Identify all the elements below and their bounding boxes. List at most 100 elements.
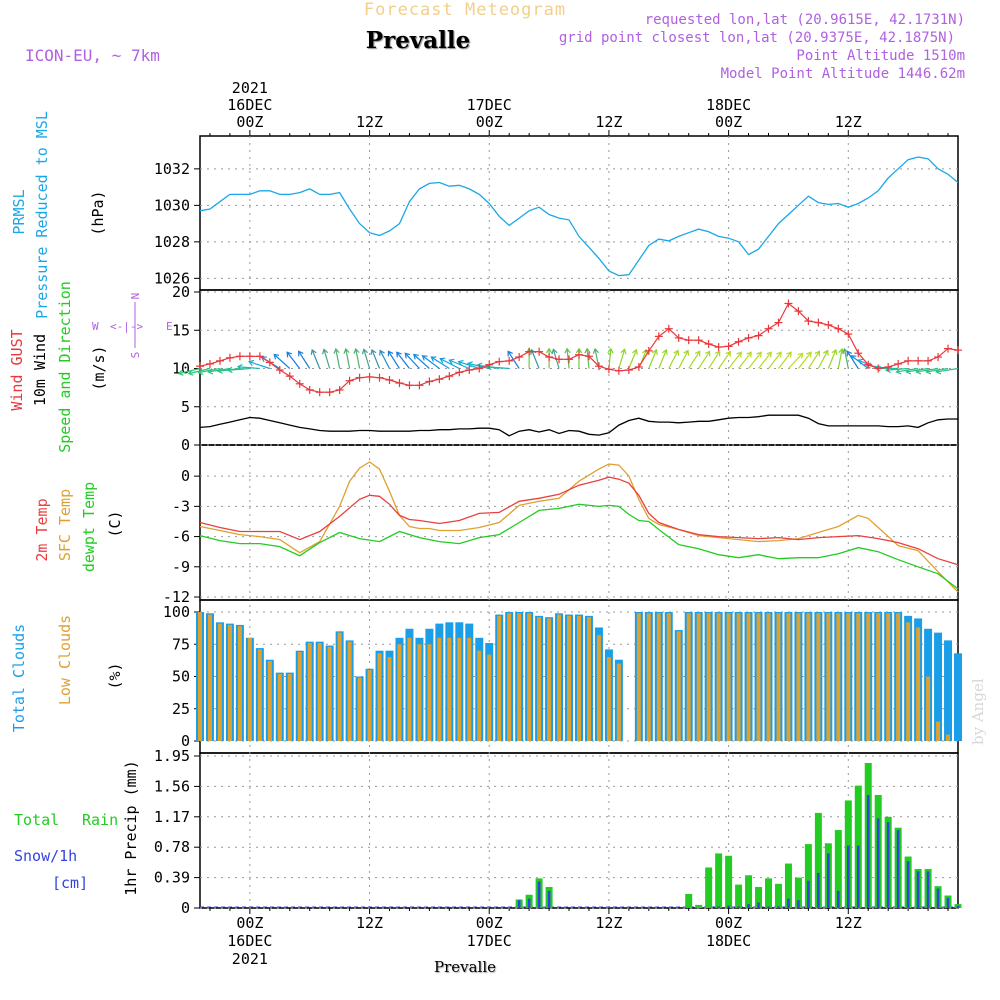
y-tick-label: 0 [181, 732, 190, 750]
wind-arrow [507, 351, 520, 369]
wind-10m-label: 10m Wind [31, 334, 49, 406]
wind-arrow [648, 349, 657, 369]
low-cloud-bar [666, 613, 671, 741]
snow-bar [906, 861, 910, 908]
wind-arrow-head [396, 351, 402, 358]
wind-arrow-head [575, 347, 583, 354]
wind-arrow [718, 351, 731, 369]
wind-arrow-head [673, 349, 680, 356]
pressure-unit: (hPa) [89, 190, 107, 235]
pressure-label-long: Pressure Reduced to MSL [33, 111, 51, 319]
top-time-label: 00Z [715, 113, 742, 131]
low-cloud-bar [636, 613, 641, 741]
low-cloud-bar [806, 613, 811, 741]
bottom-time-label: 17DEC [467, 932, 512, 950]
rain-bar [685, 893, 693, 908]
wind-arrow-head [935, 368, 942, 375]
wind-arrow-head [430, 356, 437, 362]
bottom-time-label: 00Z [236, 914, 263, 932]
low-cloud-bar [926, 676, 931, 741]
panel-frame-1 [199, 135, 959, 291]
wind-arrow [178, 367, 201, 375]
snow-bar [777, 906, 780, 908]
rain-bar [745, 875, 753, 908]
y-tick-label: 75 [172, 635, 190, 653]
low-cloud-bar [936, 721, 941, 741]
wind-arrow-head [413, 353, 419, 360]
low-cloud-bar [696, 613, 701, 741]
wind-arrow-head [814, 350, 820, 357]
wind-arrow-head [607, 347, 614, 354]
top-time-label: 16DEC [227, 96, 272, 114]
wind-arrow [286, 351, 301, 369]
grid-coords: grid point closest lon,lat (20.9375E, 42… [559, 30, 955, 46]
rain-bar [755, 886, 763, 908]
y-tick-label: -12 [163, 588, 190, 606]
rain-bar [804, 844, 812, 908]
total-clouds-label: Total Clouds [10, 624, 28, 732]
low-cloud-bar [706, 613, 711, 741]
y-tick-label: 1.56 [154, 777, 190, 795]
wind-arrow [827, 349, 837, 369]
snow-unit-label: [cm] [52, 874, 88, 892]
wind-arrow-head [766, 351, 772, 358]
low-clouds-label: Low Clouds [56, 615, 74, 705]
bottom-time-label: 2021 [232, 950, 268, 968]
wind-dir-label: Speed and Direction [56, 281, 74, 453]
wind-arrow [608, 348, 612, 369]
wind-arrow-head [714, 350, 721, 357]
y-tick-label: 1032 [154, 160, 190, 178]
y-tick-label: -6 [172, 528, 190, 546]
snow-bar [866, 794, 870, 908]
y-tick-label: 1.95 [154, 747, 190, 765]
watermark: by Angel [969, 678, 987, 745]
wind-arrow [363, 349, 371, 369]
y-tick-label: -3 [172, 497, 190, 515]
low-cloud-bar [686, 613, 691, 741]
low-cloud-bar [337, 632, 342, 741]
pressure-y-axis: 1026 1028 1030 1032 [154, 160, 958, 287]
snow-bar [896, 830, 900, 908]
low-cloud-bar [606, 657, 611, 741]
wind-arrow [396, 351, 410, 369]
wind-arrow [248, 361, 271, 370]
wind-arrow [807, 351, 820, 369]
wind-arrow [728, 351, 742, 369]
low-cloud-bar [646, 613, 651, 741]
low-cloud-bar [277, 673, 282, 741]
snow-bar [856, 845, 860, 908]
wind-arrow-head [895, 368, 902, 375]
snow-bar [797, 900, 800, 908]
bottom-time-label: 12Z [356, 914, 383, 932]
pressure-line [199, 156, 959, 277]
wind-arrow [758, 351, 772, 369]
wind-arrow-head [915, 368, 922, 375]
precip-panel: Total Rain Snow/1h [cm] 1hr Precip (mm) … [14, 747, 962, 917]
wind-arrow-head [343, 347, 350, 354]
wind-gust-label: Wind GUST [8, 329, 26, 410]
wind-arrow-head [273, 353, 280, 360]
wind-arrow [335, 348, 341, 369]
wind-arrow [843, 348, 849, 369]
temperature-y-axis: -12 -9 -6 -3 0 [163, 467, 958, 606]
low-cloud-bar [596, 635, 601, 741]
wind-arrow [797, 351, 812, 369]
total-cloud-bar [934, 632, 943, 741]
wind-arrow-head [885, 366, 891, 374]
wind-arrow-head [746, 351, 752, 358]
low-cloud-bar [217, 623, 222, 741]
wind-arrow-head [476, 362, 483, 369]
low-cloud-bar [567, 615, 572, 741]
low-cloud-bar [537, 617, 542, 741]
total-cloud-bar [944, 640, 953, 741]
wind-arrow-head [197, 368, 204, 376]
wind-arrow [387, 351, 400, 369]
wind-arrow-head [736, 351, 742, 358]
low-cloud-bar [507, 613, 512, 741]
rain-bar [765, 878, 772, 908]
wind-arrow-head [725, 350, 731, 357]
snow-bar [547, 890, 551, 908]
wind-arrow [748, 351, 762, 369]
y-tick-label: 10 [172, 360, 190, 378]
